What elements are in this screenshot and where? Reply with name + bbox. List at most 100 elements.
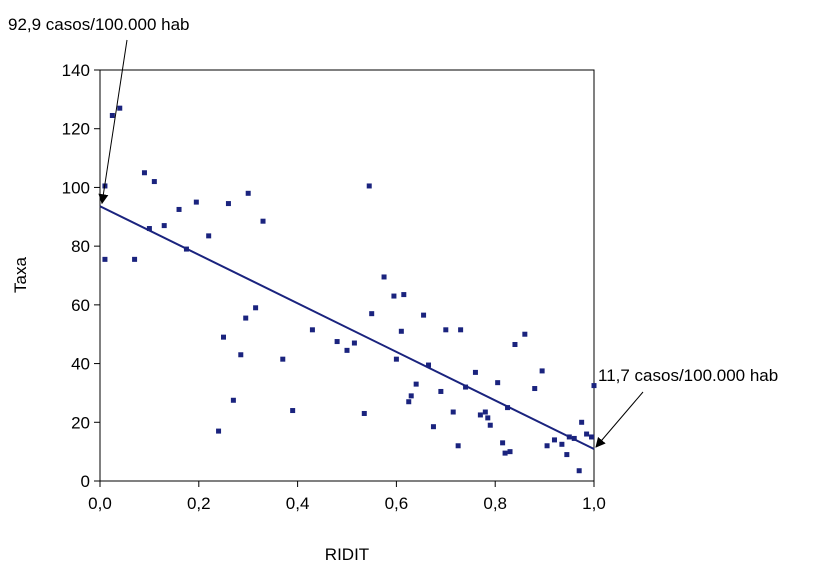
x-tick-label: 0,6 <box>385 494 409 513</box>
y-tick-label: 120 <box>62 120 90 139</box>
plot-area-border <box>99 69 595 482</box>
x-tick-label: 0,2 <box>187 494 211 513</box>
data-point <box>482 409 488 415</box>
data-point <box>443 327 449 333</box>
trendline-group <box>99 205 595 450</box>
annotations: 92,9 casos/100.000 hab 11,7 casos/100.000… <box>8 15 778 448</box>
data-point <box>539 368 545 374</box>
data-point <box>544 443 550 449</box>
data-point <box>408 393 414 399</box>
data-point <box>438 388 444 394</box>
data-point <box>571 435 577 441</box>
data-point <box>109 113 115 119</box>
annotation-arrow <box>595 391 644 448</box>
y-tick-label: 60 <box>71 296 90 315</box>
data-point <box>421 312 427 318</box>
data-point <box>406 399 412 405</box>
data-point <box>225 201 231 207</box>
data-point <box>243 315 249 321</box>
data-point <box>401 292 407 298</box>
data-point <box>102 256 108 262</box>
data-point <box>584 431 590 437</box>
data-point <box>260 218 266 224</box>
data-points <box>102 105 597 474</box>
data-point <box>512 341 518 347</box>
data-point <box>455 443 461 449</box>
y-tick-label: 40 <box>71 355 90 374</box>
data-point <box>398 328 404 334</box>
data-point <box>230 397 236 403</box>
x-axis-title: RIDIT <box>325 545 369 563</box>
data-point <box>141 170 147 176</box>
data-point <box>551 437 557 443</box>
data-point <box>485 415 491 421</box>
data-point <box>532 386 538 392</box>
y-tick-label: 140 <box>62 61 90 80</box>
data-point <box>221 334 226 340</box>
data-point <box>502 450 508 456</box>
data-point <box>477 412 483 418</box>
data-point <box>369 311 375 317</box>
y-tick-label: 100 <box>62 178 90 197</box>
data-point <box>458 327 464 333</box>
annotation-label: 11,7 casos/100.000 hab <box>598 366 778 385</box>
data-point <box>522 331 528 337</box>
data-point <box>589 434 595 440</box>
data-point <box>176 206 182 212</box>
data-point <box>505 405 511 411</box>
data-point <box>309 327 315 333</box>
data-point <box>495 380 501 386</box>
x-axis: 0,0 0,2 0,4 0,6 0,8 1,0 <box>88 481 606 513</box>
data-point <box>344 347 350 353</box>
data-point <box>334 339 340 345</box>
data-point <box>426 362 432 368</box>
trendline <box>99 205 595 450</box>
data-point <box>559 441 565 447</box>
data-point <box>564 452 570 458</box>
data-point <box>566 434 572 440</box>
data-point <box>161 223 167 229</box>
data-point <box>450 409 456 415</box>
x-tick-label: 1,0 <box>582 494 606 513</box>
data-point <box>245 190 251 196</box>
data-point <box>193 199 199 205</box>
data-point <box>507 449 513 455</box>
data-point <box>253 305 259 311</box>
data-point <box>216 428 222 434</box>
annotation-arrow <box>98 39 128 205</box>
data-point <box>472 369 478 375</box>
data-point <box>146 226 152 232</box>
data-point <box>351 340 357 346</box>
data-point <box>290 408 296 414</box>
data-point <box>132 256 138 262</box>
data-point <box>183 246 189 252</box>
data-point <box>206 233 212 239</box>
data-point <box>151 179 157 185</box>
data-point <box>280 356 286 362</box>
data-point <box>500 440 506 446</box>
data-point <box>361 410 367 416</box>
x-tick-label: 0,8 <box>483 494 507 513</box>
data-point <box>487 422 493 428</box>
data-point <box>579 419 585 425</box>
data-point <box>391 293 397 299</box>
data-point <box>117 105 123 111</box>
y-tick-label: 20 <box>71 413 90 432</box>
data-point <box>413 381 419 387</box>
data-point <box>576 468 582 474</box>
y-axis: 0 20 40 60 80 100 120 140 <box>62 61 100 491</box>
x-tick-label: 0,4 <box>286 494 310 513</box>
data-point <box>463 384 469 390</box>
annotation-label: 92,9 casos/100.000 hab <box>8 15 189 34</box>
data-point <box>591 383 597 389</box>
y-tick-label: 0 <box>81 472 90 491</box>
x-tick-label: 0,0 <box>88 494 112 513</box>
y-axis-title: Taxa <box>11 257 30 293</box>
data-point <box>381 274 387 280</box>
data-point <box>238 352 244 358</box>
data-point <box>430 424 436 430</box>
y-tick-label: 80 <box>71 237 90 256</box>
data-point <box>366 183 372 189</box>
data-point <box>393 356 399 362</box>
